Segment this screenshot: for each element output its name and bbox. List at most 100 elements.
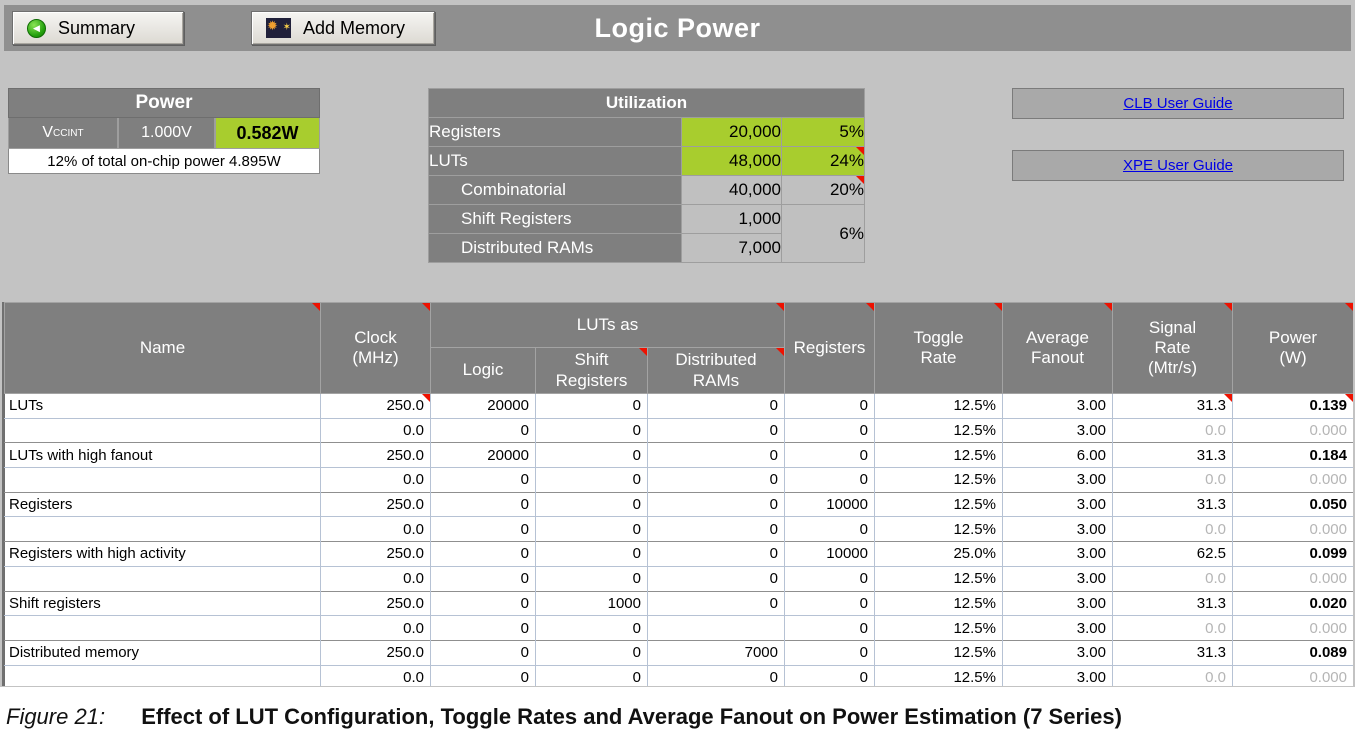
cell-shift[interactable]: 0 (535, 442, 648, 468)
cell-dist[interactable]: 0 (647, 565, 785, 591)
cell-dist[interactable]: 0 (647, 516, 785, 542)
cell-shift[interactable]: 0 (535, 664, 648, 686)
cell-dist[interactable]: 0 (647, 442, 785, 468)
cell-fanout[interactable]: 3.00 (1002, 516, 1113, 542)
cell-fanout[interactable]: 3.00 (1002, 590, 1113, 616)
cell-fanout[interactable]: 3.00 (1002, 417, 1113, 443)
xpe-user-guide-link[interactable]: XPE User Guide (1122, 157, 1234, 174)
cell-toggle[interactable]: 12.5% (874, 393, 1003, 419)
cell-fanout[interactable]: 3.00 (1002, 541, 1113, 567)
cell-shift[interactable]: 0 (535, 491, 648, 517)
cell-toggle[interactable]: 12.5% (874, 590, 1003, 616)
clb-user-guide-link[interactable]: CLB User Guide (1123, 95, 1233, 112)
cell-dist[interactable]: 0 (647, 590, 785, 616)
cell-regs[interactable]: 0 (784, 565, 875, 591)
cell-logic[interactable]: 0 (430, 615, 536, 641)
cell-toggle[interactable]: 12.5% (874, 442, 1003, 468)
cell-regs[interactable]: 0 (784, 664, 875, 686)
cell-clock[interactable]: 0.0 (320, 615, 431, 641)
cell-regs[interactable]: 10000 (784, 541, 875, 567)
cell-regs[interactable]: 0 (784, 417, 875, 443)
add-memory-button[interactable]: ✹ ✶ Add Memory (251, 11, 435, 45)
cell-clock[interactable]: 0.0 (320, 565, 431, 591)
cell-dist[interactable]: 0 (647, 664, 785, 686)
cell-toggle[interactable]: 12.5% (874, 417, 1003, 443)
cell-clock[interactable]: 250.0 (320, 590, 431, 616)
cell-logic[interactable]: 20000 (430, 442, 536, 468)
cell-logic[interactable]: 0 (430, 541, 536, 567)
cell-regs[interactable]: 0 (784, 516, 875, 542)
cell-shift[interactable]: 0 (535, 516, 648, 542)
cell-toggle[interactable]: 12.5% (874, 664, 1003, 686)
cell-fanout[interactable]: 3.00 (1002, 615, 1113, 641)
cell-regs[interactable]: 0 (784, 590, 875, 616)
cell-fanout[interactable]: 3.00 (1002, 467, 1113, 493)
cell-logic[interactable]: 0 (430, 417, 536, 443)
cell-regs[interactable]: 0 (784, 639, 875, 666)
cell-name[interactable] (4, 417, 321, 443)
cell-shift[interactable]: 0 (535, 467, 648, 493)
cell-shift[interactable]: 0 (535, 393, 648, 419)
cell-fanout[interactable]: 3.00 (1002, 565, 1113, 591)
cell-dist[interactable]: 0 (647, 417, 785, 443)
cell-logic[interactable]: 0 (430, 639, 536, 666)
cell-shift[interactable]: 0 (535, 417, 648, 443)
cell-toggle[interactable]: 12.5% (874, 516, 1003, 542)
cell-shift[interactable]: 0 (535, 541, 648, 567)
cell-clock[interactable]: 250.0 (320, 491, 431, 517)
cell-name[interactable] (4, 467, 321, 493)
cell-dist[interactable]: 0 (647, 467, 785, 493)
cell-clock[interactable]: 250.0 (320, 442, 431, 468)
cell-clock[interactable]: 0.0 (320, 467, 431, 493)
cell-clock[interactable]: 0.0 (320, 664, 431, 686)
cell-dist[interactable]: 0 (647, 393, 785, 419)
cell-regs[interactable]: 10000 (784, 491, 875, 517)
cell-dist[interactable]: 7000 (647, 639, 785, 666)
cell-name[interactable]: LUTs (4, 393, 321, 419)
cell-clock[interactable]: 250.0 (320, 393, 431, 419)
cell-logic[interactable]: 0 (430, 565, 536, 591)
cell-shift[interactable]: 0 (535, 615, 648, 641)
cell-logic[interactable]: 0 (430, 590, 536, 616)
cell-regs[interactable]: 0 (784, 615, 875, 641)
cell-toggle[interactable]: 12.5% (874, 639, 1003, 666)
cell-fanout[interactable]: 3.00 (1002, 639, 1113, 666)
cell-fanout[interactable]: 3.00 (1002, 393, 1113, 419)
cell-regs[interactable]: 0 (784, 393, 875, 419)
cell-dist[interactable] (647, 615, 785, 641)
cell-clock[interactable]: 0.0 (320, 516, 431, 542)
cell-regs[interactable]: 0 (784, 442, 875, 468)
cell-fanout[interactable]: 3.00 (1002, 491, 1113, 517)
cell-name[interactable]: Distributed memory (4, 639, 321, 666)
cell-toggle[interactable]: 12.5% (874, 467, 1003, 493)
cell-logic[interactable]: 20000 (430, 393, 536, 419)
cell-clock[interactable]: 250.0 (320, 541, 431, 567)
cell-toggle[interactable]: 25.0% (874, 541, 1003, 567)
cell-dist[interactable]: 0 (647, 541, 785, 567)
summary-button[interactable]: ◀ Summary (12, 11, 184, 45)
cell-name[interactable] (4, 565, 321, 591)
cell-regs[interactable]: 0 (784, 467, 875, 493)
cell-logic[interactable]: 0 (430, 664, 536, 686)
cell-name[interactable] (4, 516, 321, 542)
cell-name[interactable]: Registers with high activity (4, 541, 321, 567)
cell-fanout[interactable]: 6.00 (1002, 442, 1113, 468)
cell-clock[interactable]: 0.0 (320, 417, 431, 443)
cell-logic[interactable]: 0 (430, 491, 536, 517)
cell-name[interactable]: Shift registers (4, 590, 321, 616)
cell-name[interactable] (4, 615, 321, 641)
cell-name[interactable]: Registers (4, 491, 321, 517)
cell-fanout[interactable]: 3.00 (1002, 664, 1113, 686)
cell-shift[interactable]: 0 (535, 565, 648, 591)
cell-toggle[interactable]: 12.5% (874, 615, 1003, 641)
cell-shift[interactable]: 0 (535, 639, 648, 666)
cell-name[interactable]: LUTs with high fanout (4, 442, 321, 468)
cell-toggle[interactable]: 12.5% (874, 565, 1003, 591)
cell-name[interactable] (4, 664, 321, 686)
cell-logic[interactable]: 0 (430, 467, 536, 493)
cell-dist[interactable]: 0 (647, 491, 785, 517)
cell-logic[interactable]: 0 (430, 516, 536, 542)
cell-toggle[interactable]: 12.5% (874, 491, 1003, 517)
cell-clock[interactable]: 250.0 (320, 639, 431, 666)
cell-shift[interactable]: 1000 (535, 590, 648, 616)
